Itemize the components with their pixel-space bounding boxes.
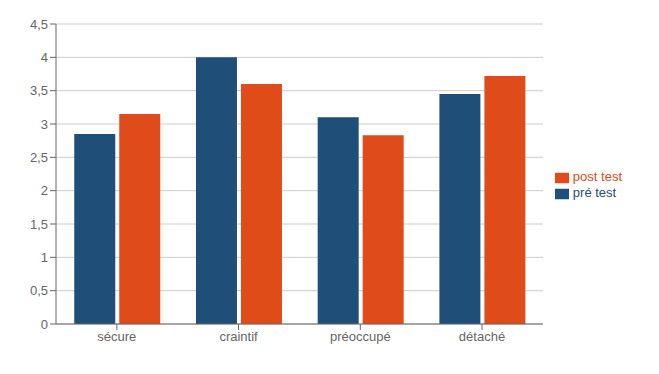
svg-text:1,5: 1,5 [30,217,48,232]
svg-text:2: 2 [41,183,48,198]
svg-text:4: 4 [41,50,48,65]
html-text:pré test: pré test [572,185,617,200]
svg-text:préoccupé: préoccupé [330,329,391,344]
svg-text:craintif: craintif [219,329,258,344]
svg-text:0: 0 [41,317,48,332]
svg-text:3,5: 3,5 [30,83,48,98]
svg-text:1: 1 [41,250,48,265]
svg-text:0,5: 0,5 [30,283,48,298]
html-text:post test: post test [572,169,622,185]
svg-text:2,5: 2,5 [30,150,48,165]
svg-text:3: 3 [41,117,48,132]
svg-text:sécure: sécure [97,329,136,344]
svg-text:détaché: détaché [459,329,505,344]
svg-text:4,5: 4,5 [30,17,48,32]
